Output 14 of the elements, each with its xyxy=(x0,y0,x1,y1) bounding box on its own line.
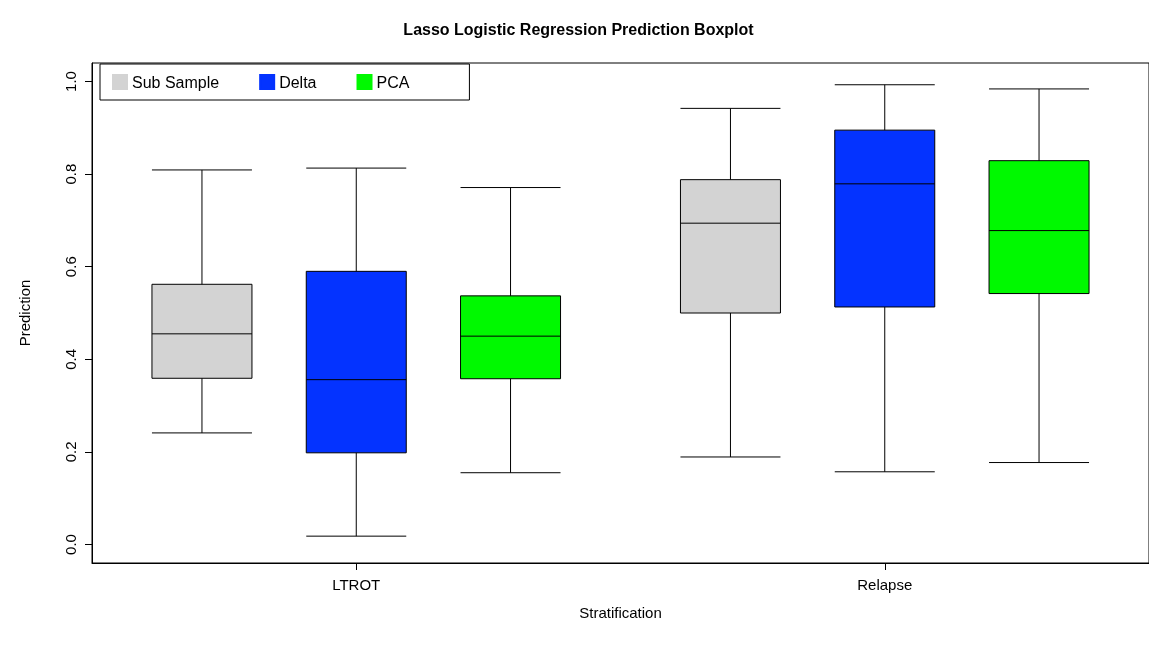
x-tick-label: LTROT xyxy=(332,576,381,593)
y-axis-title: Prediction xyxy=(16,279,33,347)
legend-label: Sub Sample xyxy=(132,73,220,91)
x-tick-label: Relapse xyxy=(857,576,913,593)
y-tick-label: 0.0 xyxy=(62,534,79,555)
y-tick-label: 0.4 xyxy=(62,348,79,370)
legend-label: PCA xyxy=(376,73,410,91)
y-tick-label: 0.2 xyxy=(62,441,79,463)
chart-title: Lasso Logistic Regression Prediction Boxplot xyxy=(403,20,755,38)
y-tick-label: 0.8 xyxy=(62,163,79,185)
legend-label: Delta xyxy=(279,73,317,91)
x-axis-title: Stratification xyxy=(579,604,662,621)
y-tick-label: 0.6 xyxy=(62,256,79,278)
y-tick-label: 1.0 xyxy=(62,71,79,92)
